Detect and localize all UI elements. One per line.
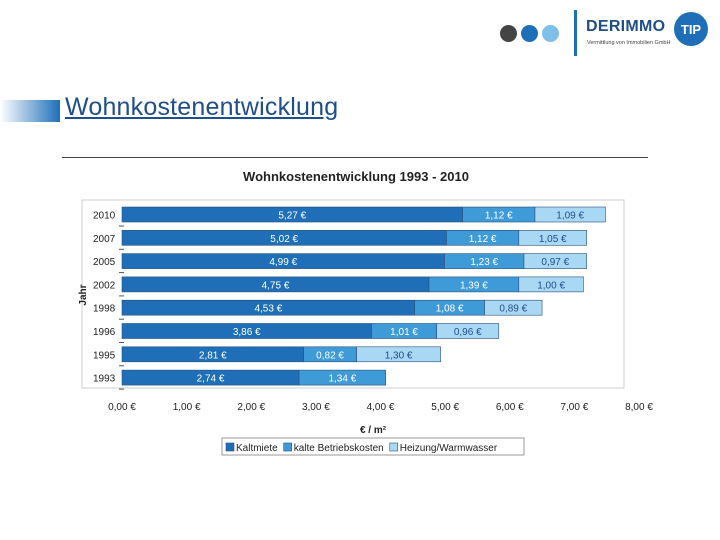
logo-separator [574, 10, 577, 56]
logo-badge: TIP [674, 12, 708, 46]
y-axis-label: Jahr [78, 284, 89, 305]
bar-segment-heizung-warmwasser [518, 230, 587, 246]
category-label: 2007 [93, 234, 116, 245]
legend-frame [221, 437, 525, 456]
bar-value-label: 1,00 € [537, 280, 565, 291]
legend-swatch [225, 442, 235, 452]
x-axis-label: € / m² [360, 425, 387, 436]
bar-value-label: 5,27 € [278, 211, 306, 222]
category-label: 1996 [93, 327, 116, 338]
bar-value-label: 2,74 € [197, 374, 225, 385]
logo-text: DERIMMO [586, 18, 666, 35]
legend-label: kalte Betriebskosten [294, 443, 384, 454]
category-label: 2005 [93, 257, 116, 268]
legend-swatch [283, 442, 292, 452]
brand-dot-3 [542, 25, 559, 42]
bar-value-label: 1,39 € [460, 280, 488, 291]
brand-dots [500, 25, 559, 42]
bar-segment-heizung-warmwasser [523, 253, 587, 269]
bar-value-label: 1,08 € [436, 304, 464, 315]
bar-value-label: 0,89 € [499, 304, 527, 315]
brand-dot-1 [500, 25, 517, 42]
bar-value-label: 0,97 € [541, 257, 569, 268]
bar-value-label: 1,01 € [390, 327, 418, 338]
legend-label: Heizung/Warmwasser [400, 443, 498, 454]
x-tick-label: 6,00 € [496, 402, 524, 413]
company-logo: DERIMMO TIP Vermittlung von Immobilien G… [586, 12, 712, 58]
bar-value-label: 0,82 € [316, 350, 344, 361]
x-tick-label: 0,00 € [108, 402, 136, 413]
bar-value-label: 5,02 € [270, 234, 298, 245]
category-label: 2002 [93, 280, 116, 291]
logo-subtitle: Vermittlung von Immobilien GmbH [587, 40, 671, 46]
bar-value-label: 4,99 € [269, 257, 297, 268]
x-tick-label: 4,00 € [367, 402, 395, 413]
x-tick-label: 7,00 € [560, 402, 588, 413]
bar-value-label: 0,96 € [454, 327, 482, 338]
bar-segment-heizung-warmwasser [484, 299, 543, 316]
bar-segment-heizung-warmwasser [356, 346, 441, 363]
bar-segment-heizung-warmwasser [518, 276, 584, 293]
category-labels: 2010 2007 2005 2002 1998 1996 1995 1993 [93, 211, 124, 390]
bar-segment-heizung-warmwasser [534, 206, 606, 223]
bar-value-label: 1,30 € [385, 350, 413, 361]
category-label: 1993 [93, 374, 116, 385]
bar-value-label: 1,05 € [539, 234, 567, 245]
category-label: 2010 [93, 211, 116, 222]
bar-value-label: 2,81 € [199, 350, 227, 361]
bar-value-label: 3,86 € [233, 327, 261, 338]
bar-value-label: 1,12 € [469, 234, 497, 245]
chart-legend: Kaltmiete kalte Betriebskosten Heizung/War… [221, 437, 525, 456]
bar-segment-heizung-warmwasser [436, 323, 500, 339]
chart-title: Wohnkostenentwicklung 1993 - 2010 [243, 169, 469, 184]
title-rule [62, 157, 648, 158]
bar-value-label: 4,53 € [254, 304, 282, 315]
legend-label: Kaltmiete [236, 443, 278, 454]
bar-value-label: 1,34 € [328, 374, 356, 385]
bar-value-label: 1,12 € [485, 211, 513, 222]
x-tick-label: 5,00 € [431, 402, 459, 413]
plot-area: 5,27 € 1,12 € 1,09 € 5,02 € 1,12 € 1,05 € 4,99… [121, 206, 606, 386]
x-tick-labels: 0,00 € 1,00 € 2,00 € 3,00 € 4,00 € 5,00 € 6,00… [108, 402, 653, 413]
bar-value-label: 1,09 € [556, 211, 584, 222]
x-tick-label: 8,00 € [625, 402, 653, 413]
x-tick-label: 2,00 € [237, 402, 265, 413]
category-label: 1995 [93, 350, 116, 361]
bar-value-label: 1,23 € [470, 257, 498, 268]
bar-value-label: 4,75 € [262, 280, 290, 291]
page-title: Wohnkostenentwicklung [65, 93, 339, 121]
title-accent-bar [0, 100, 60, 122]
x-tick-label: 3,00 € [302, 402, 330, 413]
legend-swatch [389, 442, 399, 452]
x-tick-label: 1,00 € [173, 402, 201, 413]
bar-segment-kalte-betriebskosten [298, 369, 386, 386]
plot-frame [81, 199, 625, 389]
brand-dot-2 [521, 25, 538, 42]
category-label: 1998 [93, 304, 116, 315]
